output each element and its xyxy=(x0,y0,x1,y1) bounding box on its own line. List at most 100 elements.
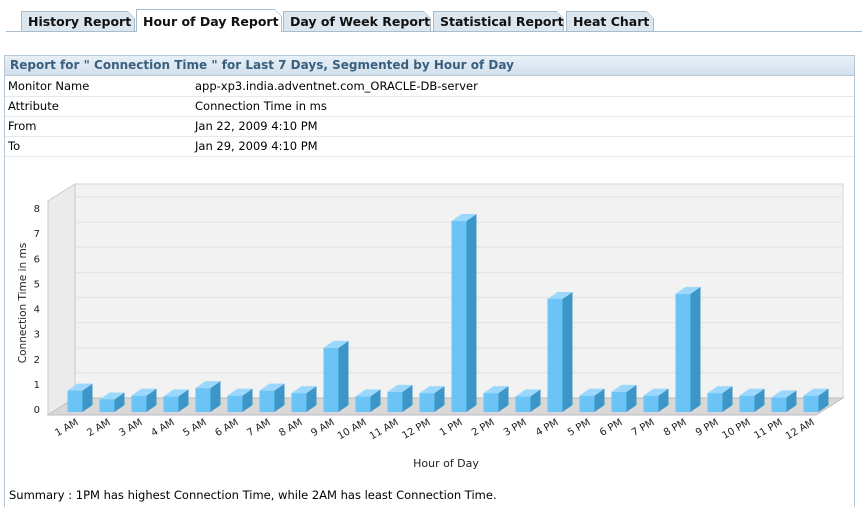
bar-top xyxy=(547,291,573,299)
x-tick-label: 4 PM xyxy=(534,417,560,439)
bar xyxy=(419,393,435,412)
bar xyxy=(579,395,595,412)
bar xyxy=(739,395,755,412)
y-tick-label: 4 xyxy=(34,305,40,316)
x-tick-label: 12 AM xyxy=(784,417,817,442)
tab-day-of-week-report[interactable]: Day of Week Report xyxy=(283,11,431,31)
bar xyxy=(451,221,467,412)
bar-side xyxy=(530,389,541,412)
bar xyxy=(771,397,787,412)
report-tabs: History Report Hour of Day Report Day of… xyxy=(0,0,866,33)
y-tick-label: 0 xyxy=(34,405,40,416)
tab-statistical-report[interactable]: Statistical Report xyxy=(433,11,564,31)
bar-side xyxy=(498,386,509,412)
bar-side xyxy=(786,390,797,412)
detail-row-monitor-name: Monitor Name app-xp3.india.adventnet.com… xyxy=(5,76,854,97)
bar-top xyxy=(419,386,445,394)
bar-side xyxy=(466,214,477,412)
bar-side xyxy=(210,381,221,412)
bar-side xyxy=(434,386,445,412)
bar xyxy=(131,395,147,412)
bar-top xyxy=(643,388,669,396)
tab-underline xyxy=(6,31,862,32)
tab-history-report[interactable]: History Report xyxy=(21,11,135,31)
x-tick-label: 7 PM xyxy=(630,417,656,439)
bar xyxy=(163,396,179,412)
bar-side xyxy=(722,386,733,412)
bar-top xyxy=(99,392,125,400)
bar-side xyxy=(594,388,605,412)
x-tick-label: 2 AM xyxy=(85,417,112,439)
chart-side-wall xyxy=(47,183,76,416)
tab-heat-chart[interactable]: Heat Chart xyxy=(566,11,654,31)
y-tick-label: 6 xyxy=(34,254,40,265)
y-tick-label: 5 xyxy=(34,279,40,290)
x-tick-label: 12 PM xyxy=(401,417,433,442)
detail-value: Connection Time in ms xyxy=(195,99,327,113)
x-tick-label: 6 PM xyxy=(598,417,624,439)
bar-side xyxy=(754,388,765,412)
x-tick-label: 1 PM xyxy=(438,417,464,439)
x-tick-label: 9 PM xyxy=(694,417,720,439)
x-tick-label: 7 AM xyxy=(245,417,272,439)
x-tick-label: 11 PM xyxy=(753,417,785,442)
bar-side xyxy=(146,388,157,412)
x-tick-label: 2 PM xyxy=(470,417,496,439)
bar-side xyxy=(242,388,253,412)
detail-value: Jan 22, 2009 4:10 PM xyxy=(195,119,318,133)
x-tick-label: 10 PM xyxy=(721,417,753,442)
x-axis-label: Hour of Day xyxy=(413,457,479,470)
bar-top xyxy=(227,388,253,396)
detail-row-attribute: Attribute Connection Time in ms xyxy=(5,96,854,117)
x-tick-label: 10 AM xyxy=(336,417,369,442)
bar xyxy=(227,395,243,412)
x-tick-label: 5 AM xyxy=(181,417,208,439)
bar xyxy=(643,395,659,412)
bar-side xyxy=(402,384,413,412)
bar-top xyxy=(483,386,509,394)
bar xyxy=(803,395,819,412)
bar-top xyxy=(803,388,829,396)
bar xyxy=(355,396,371,412)
report-title: Report for " Connection Time " for Last … xyxy=(5,56,854,76)
x-tick-label: 3 AM xyxy=(117,417,144,439)
y-tick-label: 2 xyxy=(34,355,40,366)
bar-top xyxy=(355,389,381,397)
bar-top xyxy=(67,383,93,391)
y-tick-label: 1 xyxy=(34,380,40,391)
hour-of-day-bar-chart: 0 1 2 3 4 5 6 7 8 1 AM 2 AM 3 AM 4 AM 5 AM 6 AM 7 AM 8 A… xyxy=(17,183,845,470)
bar-side xyxy=(178,389,189,412)
bar-top xyxy=(771,390,797,398)
bar-top xyxy=(579,388,605,396)
bar-top xyxy=(291,386,317,394)
bar-top xyxy=(163,389,189,397)
bar-side xyxy=(370,389,381,412)
bar-side xyxy=(626,384,637,412)
tab-hour-of-day-report[interactable]: Hour of Day Report xyxy=(136,9,282,32)
bar xyxy=(707,393,723,412)
bar xyxy=(515,396,531,412)
bar-side xyxy=(274,383,285,412)
bar xyxy=(387,391,403,412)
bar-top xyxy=(515,389,541,397)
bar xyxy=(99,399,115,412)
bar-top xyxy=(707,386,733,394)
y-tick-label: 8 xyxy=(34,204,40,215)
bar xyxy=(483,393,499,412)
bar-side xyxy=(114,392,125,412)
bar-top xyxy=(323,340,349,348)
x-tick-label: 8 AM xyxy=(277,417,304,439)
x-tick-label: 5 PM xyxy=(566,417,592,439)
bar-top xyxy=(195,381,221,389)
detail-value: app-xp3.india.adventnet.com_ORACLE-DB-se… xyxy=(195,79,478,93)
bar-side xyxy=(818,388,829,412)
bar xyxy=(323,347,339,412)
detail-row-from: From Jan 22, 2009 4:10 PM xyxy=(5,116,854,137)
bar-side xyxy=(82,383,93,412)
x-tick-label: 4 AM xyxy=(149,417,176,439)
y-tick-label: 7 xyxy=(34,229,40,240)
bar-top xyxy=(611,384,637,392)
detail-row-to: To Jan 29, 2009 4:10 PM xyxy=(5,136,854,157)
bar-top xyxy=(739,388,765,396)
x-tick-label: 3 PM xyxy=(502,417,528,439)
